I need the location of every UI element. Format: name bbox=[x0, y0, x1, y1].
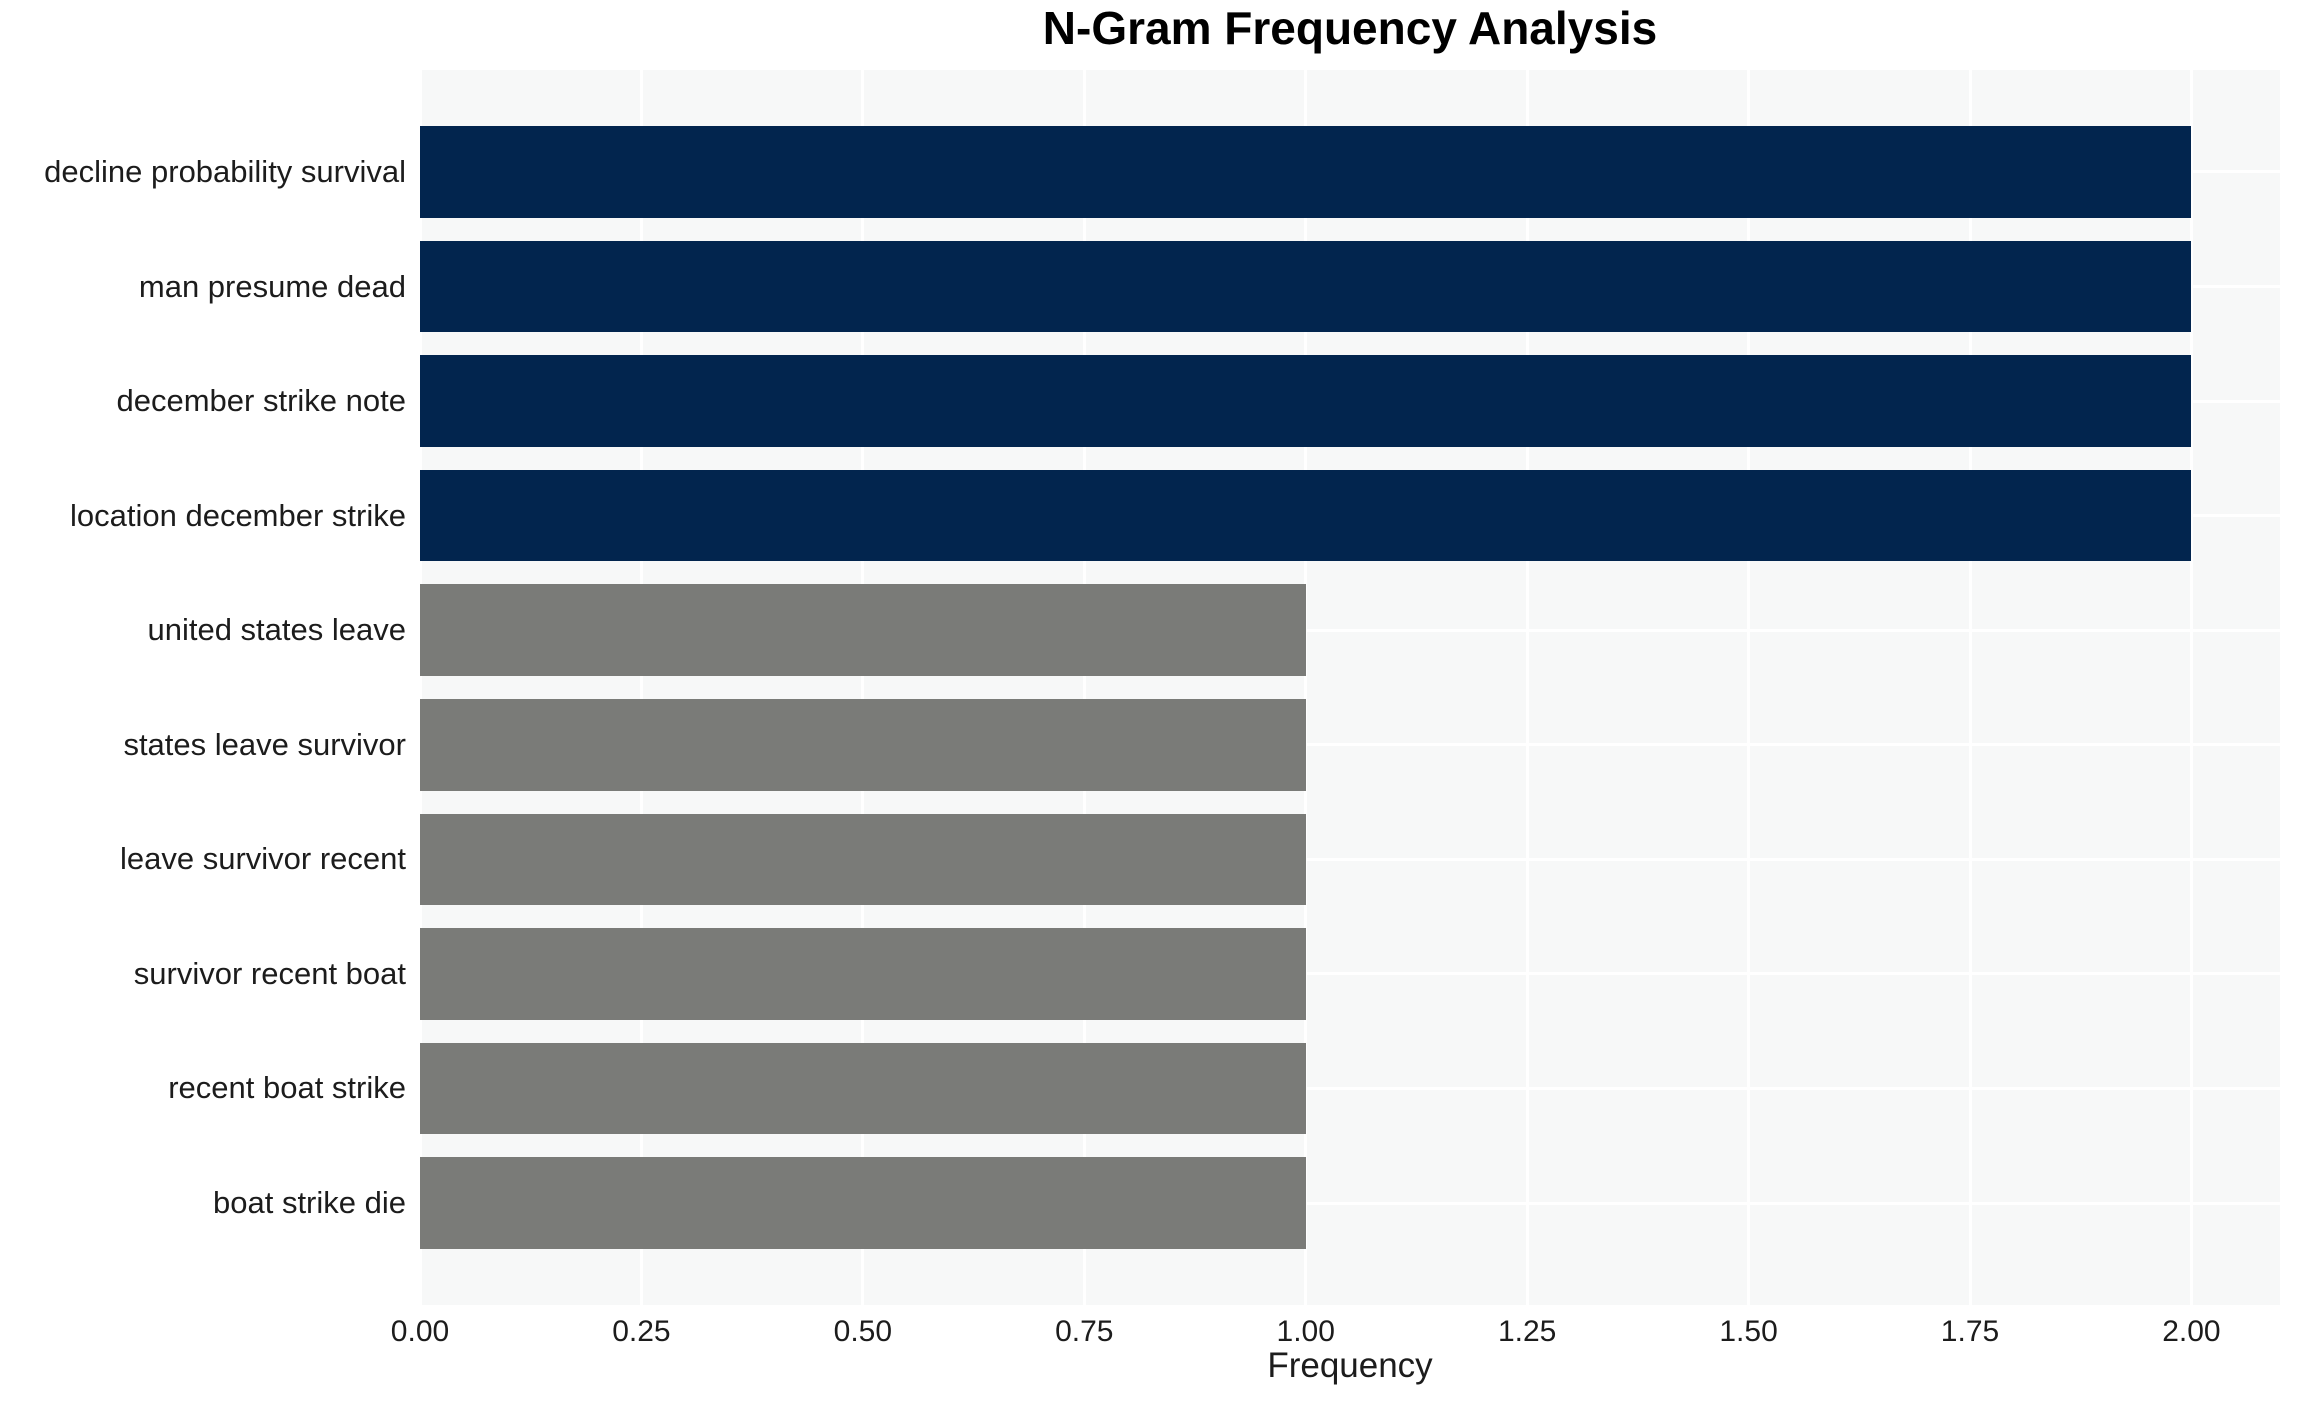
x-axis-title: Frequency bbox=[1267, 1346, 1433, 1385]
y-axis-labels: decline probability survival man presume … bbox=[0, 70, 406, 1305]
y-tick-label: survivor recent boat bbox=[133, 955, 406, 991]
h-gridline bbox=[420, 1201, 2280, 1205]
x-tick-label: 0.25 bbox=[612, 1315, 671, 1348]
bar bbox=[420, 698, 1306, 791]
bar bbox=[420, 928, 1306, 1020]
bar bbox=[420, 469, 2192, 562]
x-tick-label: 1.50 bbox=[1719, 1315, 1778, 1348]
h-gridline bbox=[420, 743, 2280, 747]
h-gridline bbox=[420, 1086, 2280, 1090]
x-tick-label: 1.00 bbox=[1276, 1315, 1335, 1348]
x-tick-label: 2.00 bbox=[2162, 1315, 2221, 1348]
x-tick-label: 0.00 bbox=[390, 1315, 450, 1348]
v-gridline bbox=[1747, 70, 1751, 1305]
v-gridline bbox=[1304, 70, 1308, 1305]
y-tick-label: location december strike bbox=[70, 497, 406, 533]
v-gridline bbox=[639, 70, 643, 1305]
y-tick-label: recent boat strike bbox=[168, 1070, 406, 1106]
bar bbox=[420, 584, 1306, 677]
y-tick-label: decline probability survival bbox=[44, 153, 406, 189]
bar bbox=[420, 1042, 1306, 1135]
h-gridline bbox=[420, 628, 2280, 632]
y-tick-label: united states leave bbox=[147, 612, 406, 648]
y-tick-label: december strike note bbox=[116, 383, 406, 419]
v-gridline bbox=[418, 70, 422, 1305]
x-tick-label: 1.25 bbox=[1497, 1315, 1557, 1348]
bar bbox=[420, 355, 2192, 447]
x-tick-label: 0.75 bbox=[1055, 1315, 1114, 1348]
v-gridline bbox=[1968, 70, 1972, 1305]
bar bbox=[420, 1157, 1306, 1249]
x-tick-label: 1.75 bbox=[1940, 1315, 2000, 1348]
x-axis-ticks: 0.00 0.25 0.50 0.75 1.00 1.25 1.50 1.75 2.00 bbox=[391, 1315, 2280, 1355]
h-gridline bbox=[420, 972, 2280, 976]
h-gridline bbox=[420, 857, 2280, 861]
v-gridline bbox=[1525, 70, 1529, 1305]
bar bbox=[420, 126, 2192, 218]
bar bbox=[420, 813, 1306, 906]
v-gridline bbox=[2189, 70, 2193, 1305]
plot-area bbox=[418, 70, 2280, 1305]
y-tick-label: states leave survivor bbox=[123, 726, 406, 762]
chart-title: N-Gram Frequency Analysis bbox=[1042, 2, 1658, 54]
y-tick-label: leave survivor recent bbox=[119, 841, 406, 877]
v-gridline bbox=[861, 70, 865, 1305]
bar bbox=[420, 240, 2192, 333]
v-gridline bbox=[1082, 70, 1086, 1305]
x-tick-label: 0.50 bbox=[833, 1315, 893, 1348]
y-tick-label: man presume dead bbox=[138, 268, 406, 304]
y-tick-label: boat strike die bbox=[213, 1185, 406, 1221]
